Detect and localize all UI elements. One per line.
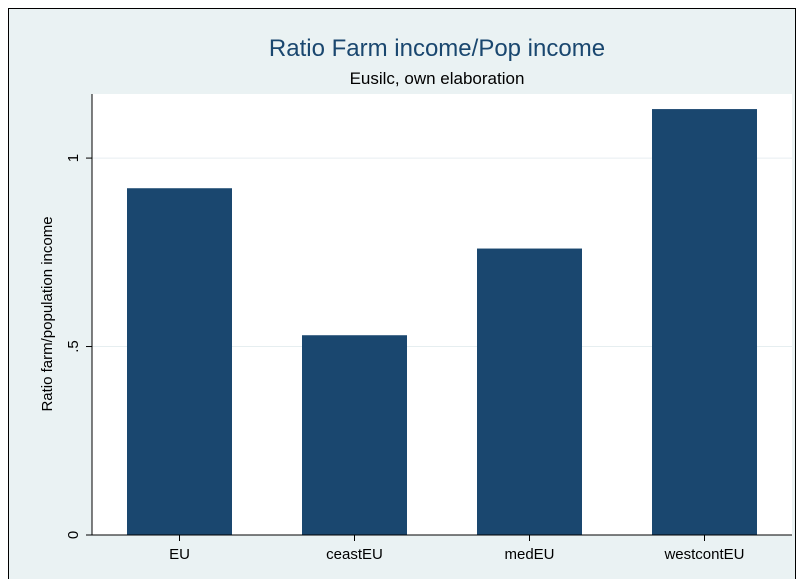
y-tick-label: 1 <box>65 154 82 162</box>
y-axis-title: Ratio farm/population income <box>39 216 56 411</box>
x-tick-label: medEU <box>504 546 554 563</box>
bar-westcontEU <box>652 109 757 536</box>
chart-title: Ratio Farm income/Pop income <box>269 35 605 62</box>
x-tick-label: EU <box>169 546 190 563</box>
y-axis-ticks: 0.51 <box>65 154 92 539</box>
chart-subtitle: Eusilc, own elaboration <box>350 69 525 88</box>
bar-EU <box>127 188 232 535</box>
y-tick-label: 0 <box>65 531 82 539</box>
x-tick-label: ceastEU <box>326 546 383 563</box>
x-axis-ticks: EU ceastEU medEU westcontEU <box>169 535 745 563</box>
bar-medEU <box>477 248 582 536</box>
y-tick-label: .5 <box>65 340 82 353</box>
bars <box>127 109 757 536</box>
bar-ceastEU <box>302 335 407 535</box>
x-tick-label: westcontEU <box>663 546 744 563</box>
